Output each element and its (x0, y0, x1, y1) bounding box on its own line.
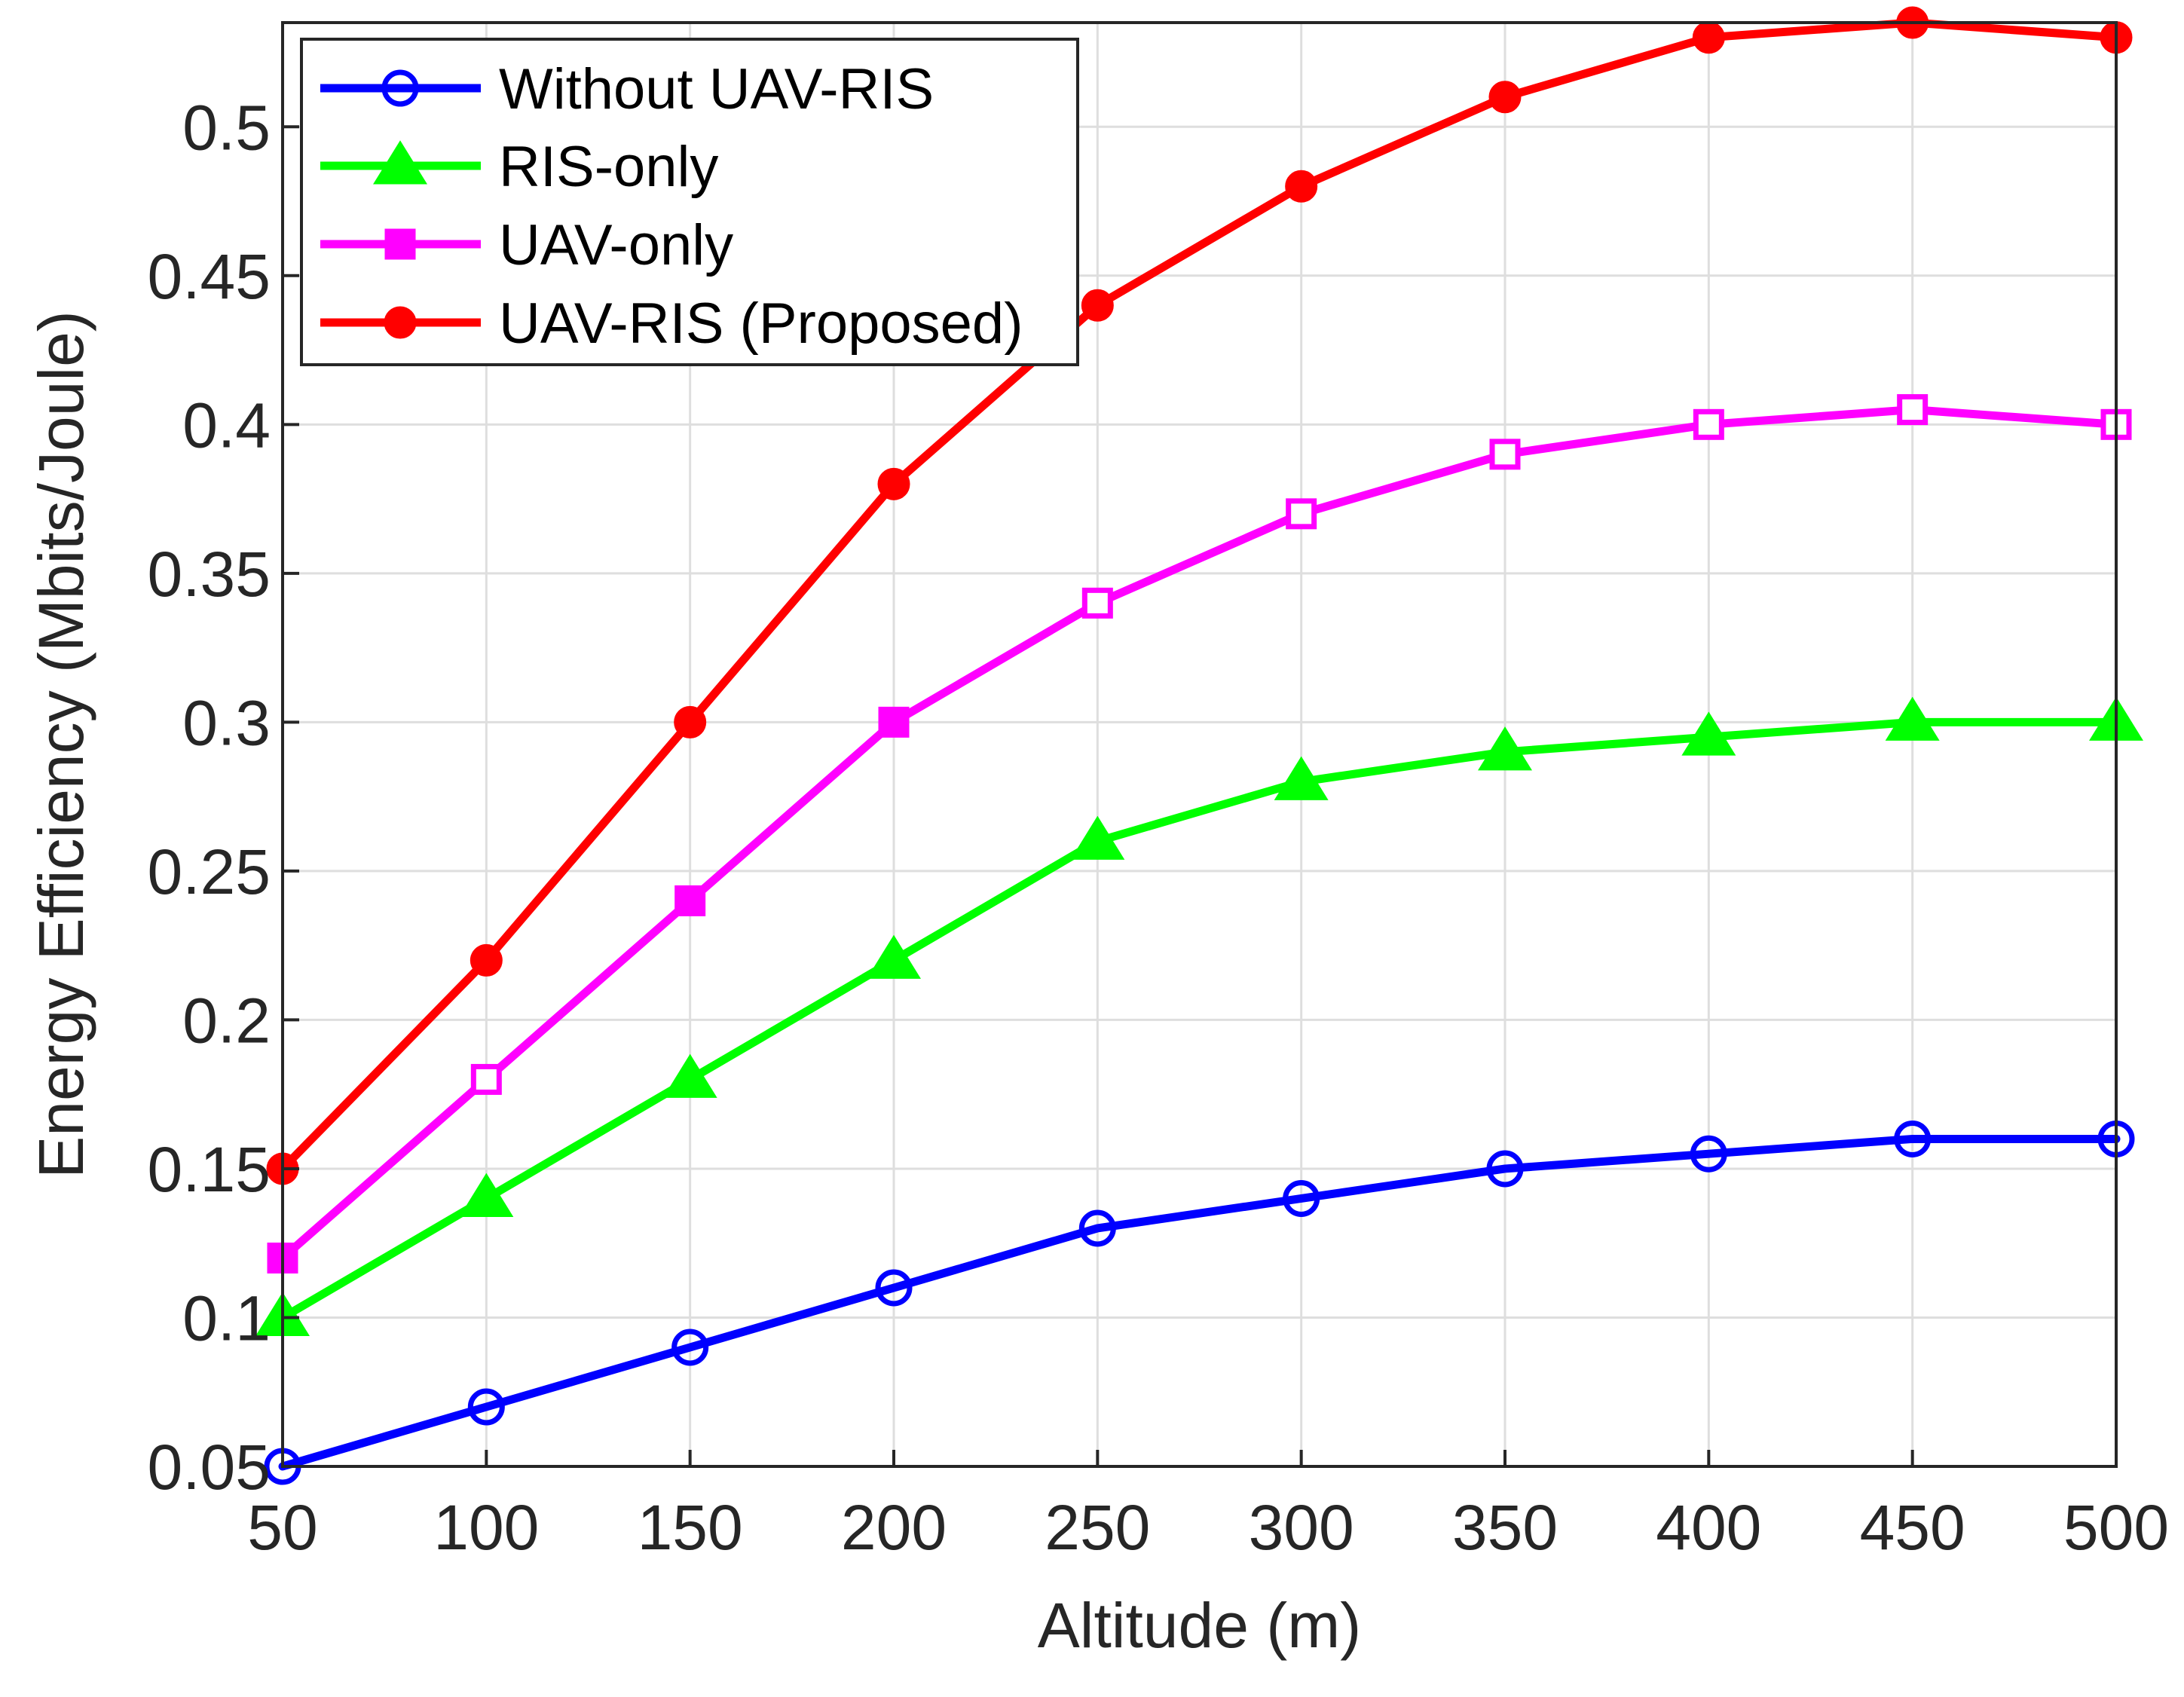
data-point (878, 706, 910, 738)
series-line (278, 1134, 2121, 1471)
series-line (278, 405, 2121, 1262)
x-tick-label: 100 (433, 1492, 539, 1563)
data-point (1274, 756, 1329, 800)
y-axis-label: Energy Efficiency (Mbits/Joule) (26, 310, 96, 1179)
legend-label: RIS-only (499, 135, 718, 199)
series-3 (267, 394, 2132, 1274)
y-tick-label: 0.4 (182, 390, 271, 460)
data-point (674, 705, 707, 738)
plot-frame (281, 21, 2118, 1468)
data-point (1489, 439, 1521, 470)
y-tick-label: 0.25 (148, 836, 271, 907)
x-axis-label: Altitude (m) (1038, 1590, 1361, 1661)
legend-label: Without UAV-RIS (499, 57, 934, 121)
legend-entry: Without UAV-RIS (320, 57, 934, 121)
x-tick-label: 350 (1452, 1492, 1558, 1563)
data-point (867, 934, 921, 979)
data-point (459, 1173, 514, 1217)
legend-marker (384, 306, 417, 339)
x-tick-label: 250 (1045, 1492, 1150, 1563)
data-point (1283, 1179, 1320, 1217)
y-axis-ticks: 0.05 0.1 0.15 0.2 0.25 0.3 0.35 0.4 0.45 0.5 (148, 92, 299, 1503)
data-point (1285, 170, 1318, 203)
data-point (1486, 1150, 1524, 1188)
data-point (1681, 711, 1736, 756)
x-tick-label: 450 (1860, 1492, 1965, 1563)
series-line (278, 717, 2121, 1322)
series-line (278, 18, 2121, 1173)
data-point (1692, 21, 1725, 54)
y-tick-label: 0.15 (148, 1134, 271, 1205)
legend-marker (373, 140, 427, 185)
data-point (674, 885, 706, 916)
data-point (1070, 815, 1125, 860)
data-point (1286, 498, 1317, 530)
x-tick-label: 300 (1249, 1492, 1354, 1563)
data-point (1478, 726, 1532, 771)
data-point (662, 1053, 717, 1098)
y-tick-label: 0.3 (182, 687, 271, 758)
legend-marker (381, 69, 419, 107)
data-point (875, 1269, 913, 1307)
y-tick-label: 0.1 (182, 1283, 271, 1353)
legend-entry: RIS-only (320, 135, 718, 199)
x-tick-label: 200 (841, 1492, 947, 1563)
x-tick-label: 50 (247, 1492, 317, 1563)
data-point (1488, 81, 1522, 114)
data-point (467, 1388, 505, 1426)
data-point (1885, 696, 1940, 741)
legend-box (300, 38, 1079, 366)
y-tick-label: 0.5 (182, 92, 271, 163)
data-point (1894, 1120, 1932, 1157)
x-tick-label: 500 (2063, 1492, 2169, 1563)
data-point (1897, 394, 1929, 426)
data-point (877, 467, 910, 500)
legend-entry: UAV-only (320, 213, 733, 277)
x-axis-ticks: 50 100 150 200 250 300 350 400 450 500 (247, 1450, 2169, 1563)
data-point (1690, 1135, 1727, 1173)
data-point (1081, 587, 1113, 619)
data-point (470, 943, 503, 977)
x-tick-label: 150 (638, 1492, 743, 1563)
data-point (470, 1063, 502, 1095)
legend-marker (384, 228, 416, 260)
y-tick-label: 0.2 (182, 985, 271, 1056)
series-4 (266, 6, 2133, 1185)
data-point (1693, 408, 1724, 440)
legend-entry: UAV-RIS (Proposed) (320, 292, 1023, 356)
data-point (1081, 289, 1114, 322)
data-point (671, 1329, 709, 1366)
y-tick-label: 0.45 (148, 241, 271, 312)
x-tick-label: 400 (1656, 1492, 1761, 1563)
legend-label: UAV-RIS (Proposed) (499, 292, 1023, 356)
legend-label: UAV-only (499, 213, 733, 277)
y-tick-label: 0.05 (148, 1432, 271, 1503)
series-layer (255, 6, 2143, 1485)
data-point (1078, 1209, 1116, 1247)
series-2 (255, 696, 2143, 1336)
legend: Without UAV-RIS RIS-only UAV-only UAV-RIS (… (300, 38, 1079, 366)
y-tick-label: 0.35 (148, 539, 271, 610)
